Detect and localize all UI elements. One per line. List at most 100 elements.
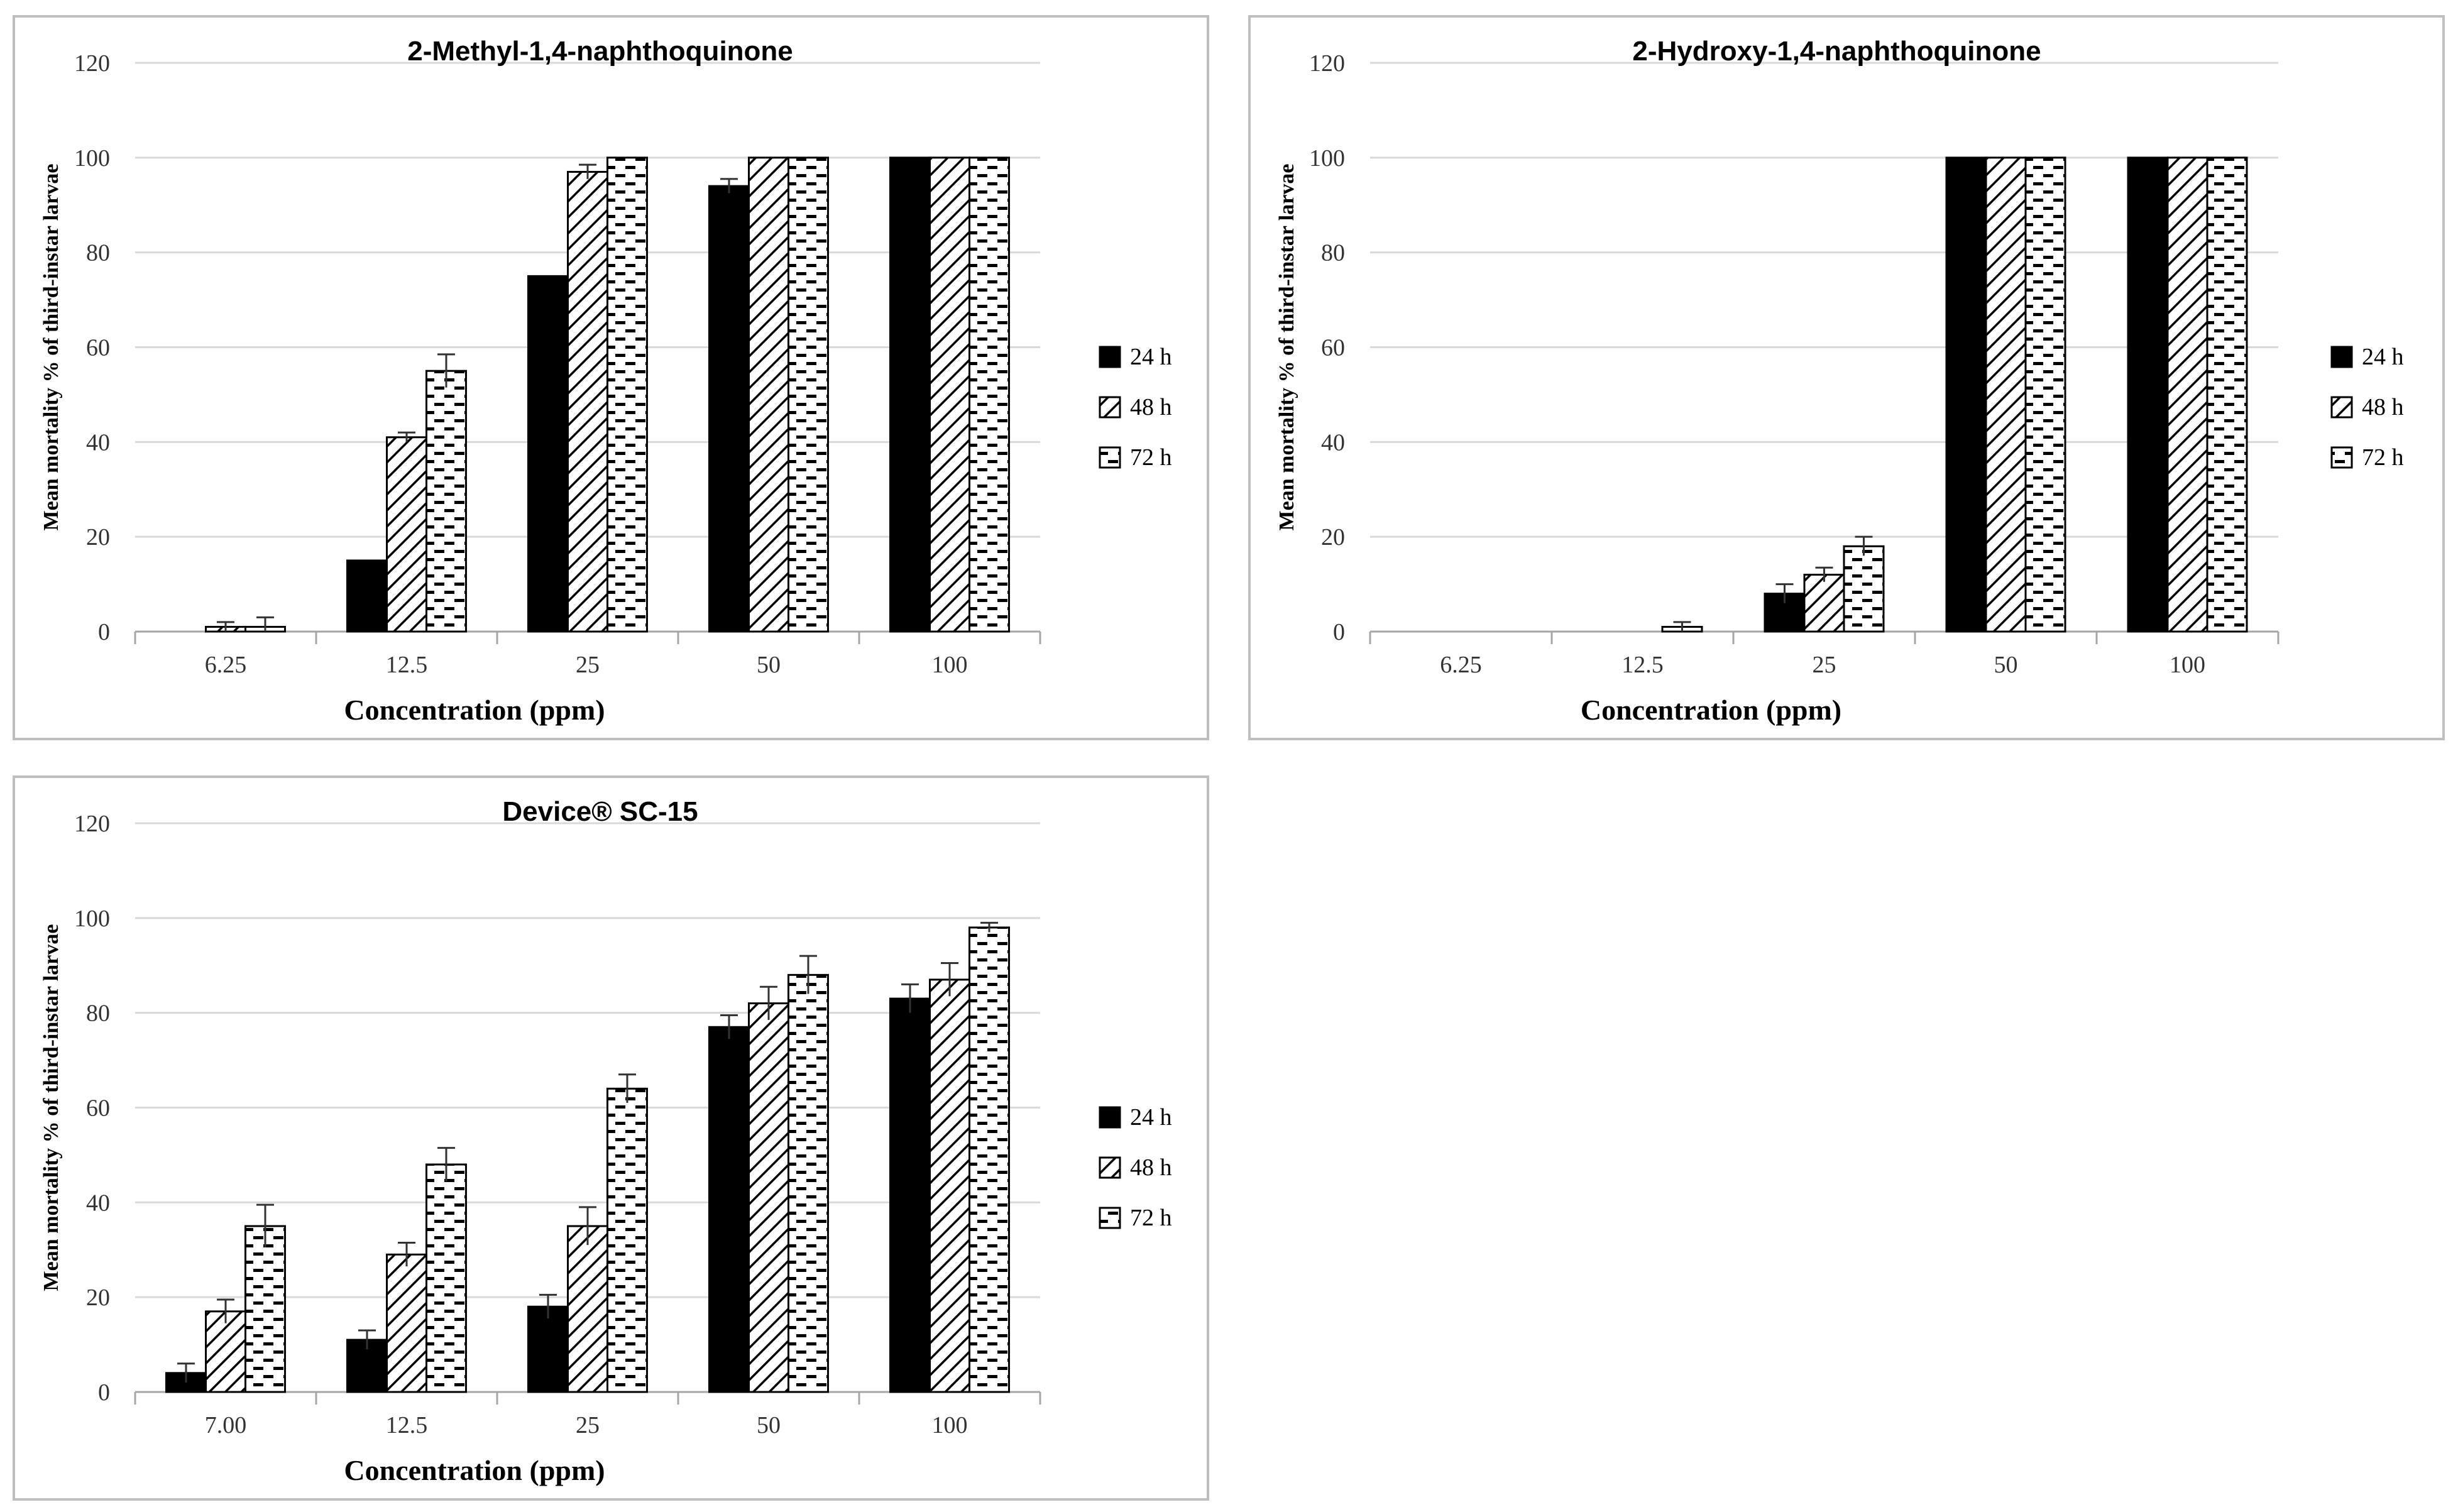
bar-72h bbox=[606, 156, 648, 633]
bar-24h bbox=[2127, 156, 2169, 633]
legend-label: 48 h bbox=[2362, 394, 2404, 420]
bar-48h bbox=[386, 1253, 427, 1393]
bar-72h bbox=[2024, 156, 2066, 633]
x-tick-label: 50 bbox=[1994, 652, 2018, 678]
legend-label: 24 h bbox=[1130, 344, 1172, 370]
x-tick-label: 6.25 bbox=[205, 652, 247, 678]
y-tick-label: 100 bbox=[74, 906, 110, 932]
legend: 24 h 48 h 72 h bbox=[1099, 344, 1172, 471]
y-tick-label: 100 bbox=[74, 145, 110, 172]
bar-72h bbox=[425, 370, 467, 633]
bar-24h bbox=[889, 997, 931, 1393]
bar-48h bbox=[929, 156, 970, 633]
y-tick-label: 60 bbox=[86, 1095, 110, 1122]
x-tick-label: 12.5 bbox=[386, 652, 428, 678]
bar-72h bbox=[968, 926, 1010, 1393]
y-tick-label: 120 bbox=[74, 50, 110, 77]
x-tick-label: 100 bbox=[932, 1412, 968, 1438]
y-axis-label: Mean mortality % of third-instar larvae bbox=[1275, 164, 1298, 531]
bar-72h bbox=[1843, 545, 1885, 633]
legend-label: 48 h bbox=[1130, 1154, 1172, 1181]
x-tick-label: 50 bbox=[757, 1412, 781, 1438]
x-tick-label: 7.00 bbox=[205, 1412, 247, 1438]
legend-swatch bbox=[1099, 446, 1121, 469]
legend-label: 72 h bbox=[1130, 1205, 1172, 1231]
y-tick-label: 0 bbox=[98, 619, 110, 645]
legend-swatch bbox=[1099, 1207, 1121, 1229]
y-axis-label: Mean mortality % of third-instar larvae bbox=[40, 924, 63, 1291]
x-tick-label: 6.25 bbox=[1440, 652, 1482, 678]
y-tick-label: 40 bbox=[1321, 429, 1345, 456]
chart-panel-2: 0 20 40 60 80 100 120 6.25 12.5 25 50 100 2-Hydroxy-… bbox=[1248, 15, 2445, 740]
bar-24h bbox=[708, 185, 750, 633]
bar-72h bbox=[244, 1225, 286, 1393]
chart-title: 2-Methyl-1,4-naphthoquinone bbox=[407, 36, 793, 67]
bar-48h bbox=[205, 1310, 246, 1393]
chart-panels: 0 20 40 60 80 100 120 6.25 12.5 25 50 100 2-Methyl-1… bbox=[13, 15, 2445, 1501]
legend-swatch bbox=[2330, 396, 2353, 419]
y-tick-label: 80 bbox=[1321, 240, 1345, 266]
legend: 24 h 48 h 72 h bbox=[2330, 344, 2404, 471]
legend-swatch bbox=[1099, 396, 1121, 419]
bar-48h bbox=[929, 978, 970, 1393]
x-tick-label: 100 bbox=[2170, 652, 2205, 678]
y-tick-label: 80 bbox=[86, 1000, 110, 1027]
bar-48h bbox=[748, 156, 789, 633]
y-tick-label: 120 bbox=[1309, 50, 1345, 77]
legend-label: 72 h bbox=[1130, 444, 1172, 471]
x-axis-label: Concentration (ppm) bbox=[1581, 694, 1841, 726]
x-axis-label: Concentration (ppm) bbox=[344, 1454, 605, 1486]
bar-48h bbox=[567, 1225, 608, 1393]
bar-72h bbox=[787, 156, 829, 633]
x-tick-label: 50 bbox=[757, 652, 781, 678]
chart-panel-1: 0 20 40 60 80 100 120 6.25 12.5 25 50 100 2-Methyl-1… bbox=[13, 15, 1209, 740]
y-tick-label: 80 bbox=[86, 240, 110, 266]
bar-24h bbox=[527, 1305, 569, 1393]
chart-title: Device® SC-15 bbox=[502, 796, 698, 827]
y-tick-label: 100 bbox=[1309, 145, 1345, 172]
legend: 24 h 48 h 72 h bbox=[1099, 1104, 1172, 1231]
legend-label: 48 h bbox=[1130, 394, 1172, 420]
x-tick-label: 25 bbox=[576, 652, 600, 678]
legend-swatch bbox=[2330, 446, 2353, 469]
y-tick-label: 40 bbox=[86, 429, 110, 456]
chart-title: 2-Hydroxy-1,4-naphthoquinone bbox=[1632, 36, 2041, 67]
legend-label: 72 h bbox=[2362, 444, 2404, 471]
x-tick-label: 25 bbox=[1813, 652, 1836, 678]
bar-24h bbox=[346, 559, 388, 633]
bar-48h bbox=[748, 1002, 789, 1393]
y-tick-label: 20 bbox=[86, 1285, 110, 1311]
bar-72h bbox=[787, 973, 829, 1393]
x-axis-label: Concentration (ppm) bbox=[344, 694, 605, 726]
y-tick-label: 60 bbox=[86, 335, 110, 361]
bar-48h bbox=[1985, 156, 2027, 633]
bar-24h bbox=[527, 275, 569, 633]
x-tick-label: 25 bbox=[576, 1412, 600, 1438]
legend-swatch bbox=[1099, 1156, 1121, 1179]
y-tick-label: 60 bbox=[1321, 335, 1345, 361]
bar-72h bbox=[606, 1087, 648, 1393]
y-axis-label: Mean mortality % of third-instar larvae bbox=[40, 164, 63, 531]
bar-24h bbox=[708, 1026, 750, 1393]
y-tick-label: 20 bbox=[1321, 524, 1345, 551]
y-tick-label: 0 bbox=[98, 1379, 110, 1406]
bar-48h bbox=[567, 170, 608, 633]
legend-label: 24 h bbox=[2362, 344, 2404, 370]
legend-swatch bbox=[1099, 346, 1121, 368]
bar-48h bbox=[386, 436, 427, 633]
y-tick-label: 40 bbox=[86, 1190, 110, 1216]
legend-label: 24 h bbox=[1130, 1104, 1172, 1131]
bar-72h bbox=[425, 1163, 467, 1393]
x-tick-label: 100 bbox=[932, 652, 968, 678]
y-tick-label: 0 bbox=[1333, 619, 1345, 645]
chart-panel-3: 0 20 40 60 80 100 120 7.00 12.5 25 50 100 Device® SC… bbox=[13, 775, 1209, 1501]
bar-48h bbox=[2166, 156, 2208, 633]
bar-48h bbox=[1803, 574, 1845, 633]
bar-24h bbox=[1945, 156, 1987, 633]
bar-24h bbox=[889, 156, 931, 633]
legend-swatch bbox=[2330, 346, 2353, 368]
legend-swatch bbox=[1099, 1106, 1121, 1129]
bar-72h bbox=[2206, 156, 2248, 633]
x-tick-label: 12.5 bbox=[386, 1412, 428, 1438]
